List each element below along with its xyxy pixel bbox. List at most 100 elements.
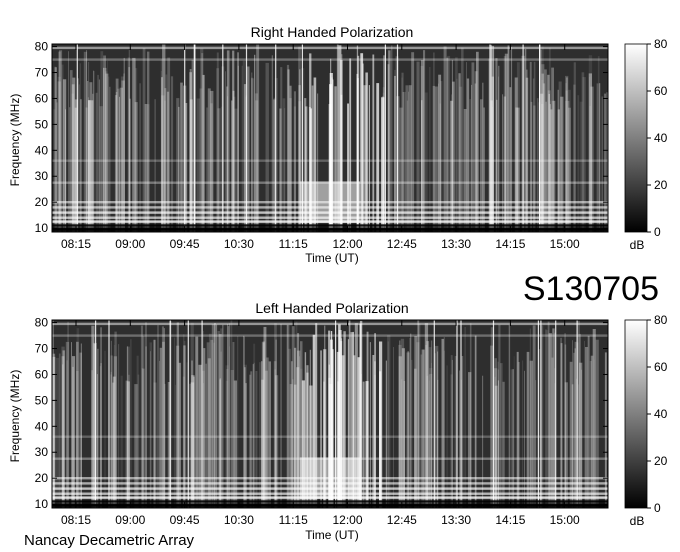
heatmap-burst-line bbox=[460, 320, 462, 508]
heatmap-streak bbox=[296, 367, 300, 508]
heatmap-streak bbox=[288, 348, 291, 508]
heatmap-streak bbox=[186, 362, 188, 508]
heatmap-streak bbox=[340, 94, 343, 232]
colorbar-tick-label: 20 bbox=[654, 454, 668, 468]
heatmap-streak bbox=[483, 107, 485, 232]
heatmap-streak bbox=[120, 375, 123, 508]
heatmap-streak bbox=[230, 320, 233, 508]
heatmap-streak bbox=[434, 86, 438, 232]
heatmap-band bbox=[52, 500, 608, 503]
heatmap-streak bbox=[297, 333, 300, 508]
heatmap-streak bbox=[253, 362, 255, 508]
heatmap-band bbox=[52, 58, 608, 61]
heatmap-streak bbox=[573, 62, 576, 232]
heatmap-streak bbox=[388, 50, 391, 232]
heatmap-streak bbox=[495, 58, 498, 232]
heatmap-streak bbox=[74, 99, 78, 233]
heatmap-streak bbox=[99, 106, 103, 232]
heatmap-streak bbox=[207, 88, 211, 233]
heatmap-streak bbox=[564, 382, 568, 508]
heatmap-streak bbox=[244, 367, 246, 508]
heatmap-streak bbox=[128, 67, 131, 232]
heatmap-streak bbox=[112, 382, 115, 508]
y-tick-label: 60 bbox=[35, 367, 49, 381]
heatmap-streak bbox=[403, 381, 406, 508]
heatmap-streak bbox=[243, 335, 245, 508]
heatmap-streak bbox=[244, 336, 245, 508]
heatmap-streak bbox=[237, 52, 239, 232]
colorbar-tick-label: 80 bbox=[654, 313, 668, 327]
heatmap-streak bbox=[592, 329, 596, 508]
heatmap-streak bbox=[329, 73, 333, 232]
heatmap-streak bbox=[85, 107, 88, 232]
heatmap-streak bbox=[401, 77, 403, 232]
heatmap-streak bbox=[251, 78, 254, 232]
heatmap-streak bbox=[339, 341, 343, 508]
heatmap-streak bbox=[463, 109, 467, 232]
heatmap-streak bbox=[214, 323, 216, 508]
colorbar-tick-label: 20 bbox=[654, 178, 668, 192]
heatmap-streak bbox=[242, 60, 246, 232]
heatmap-streak bbox=[320, 350, 322, 508]
heatmap-streak bbox=[365, 381, 369, 508]
heatmap-streak bbox=[372, 54, 375, 232]
heatmap-streak bbox=[209, 90, 213, 232]
heatmap-streak bbox=[217, 108, 221, 232]
heatmap-streak bbox=[298, 101, 302, 232]
colorbar-tick-label: 40 bbox=[654, 407, 668, 421]
heatmap-streak bbox=[79, 63, 81, 232]
heatmap-streak bbox=[58, 51, 61, 232]
heatmap-burst-line bbox=[384, 44, 386, 232]
heatmap-streak bbox=[547, 90, 551, 233]
heatmap-streak bbox=[234, 108, 238, 232]
heatmap-streak bbox=[72, 366, 74, 508]
heatmap-band bbox=[52, 334, 608, 337]
heatmap-streak bbox=[529, 328, 531, 508]
heatmap-streak bbox=[229, 323, 231, 508]
heatmap-streak bbox=[78, 84, 80, 233]
heatmap-streak bbox=[93, 343, 96, 508]
heatmap-streak bbox=[190, 382, 195, 508]
y-axis: 10 20 30 40 50 60 70 80 bbox=[35, 40, 608, 235]
colorbar-tick-label: 60 bbox=[654, 360, 668, 374]
heatmap-streak bbox=[387, 335, 391, 508]
heatmap-streak bbox=[343, 331, 346, 508]
heatmap-streak bbox=[220, 328, 223, 508]
heatmap-streak bbox=[604, 352, 607, 508]
heatmap-streak bbox=[126, 346, 130, 508]
heatmap-streak bbox=[411, 359, 413, 508]
x-axis: 08:15 09:00 09:45 10:30 11:15 12:00 12:45 13:30… bbox=[61, 44, 580, 251]
heatmap-streak bbox=[170, 76, 174, 232]
heatmap-streak bbox=[191, 375, 195, 508]
heatmap-streak bbox=[360, 53, 364, 233]
heatmap-streak bbox=[330, 58, 332, 233]
heatmap-streak bbox=[374, 333, 376, 508]
heatmap-streak bbox=[275, 375, 279, 508]
heatmap-burst-line bbox=[492, 320, 495, 508]
heatmap-streak bbox=[451, 59, 453, 233]
heatmap-streak bbox=[430, 340, 433, 508]
heatmap-burst-line bbox=[396, 44, 399, 232]
heatmap-streak bbox=[298, 85, 301, 232]
heatmap-streak bbox=[100, 363, 102, 508]
heatmap-streak bbox=[434, 353, 436, 508]
heatmap-streak bbox=[431, 362, 432, 508]
heatmap-streak bbox=[424, 92, 428, 232]
heatmap-streak bbox=[108, 76, 110, 232]
heatmap-streak bbox=[222, 324, 224, 508]
heatmap-streak bbox=[359, 323, 362, 508]
heatmap-streak bbox=[394, 69, 396, 233]
heatmap-streak bbox=[578, 384, 579, 508]
heatmap-streak bbox=[424, 323, 429, 508]
heatmap-streak bbox=[557, 109, 560, 232]
heatmap-streak bbox=[503, 96, 506, 232]
heatmap-streak bbox=[550, 100, 552, 232]
heatmap-streak bbox=[332, 349, 334, 508]
heatmap-streak bbox=[104, 71, 108, 232]
heatmap-streak bbox=[471, 62, 475, 233]
heatmap-streak bbox=[117, 88, 120, 232]
heatmap-streak bbox=[564, 101, 568, 232]
heatmap-streak bbox=[312, 334, 316, 508]
heatmap-streak bbox=[110, 355, 113, 508]
heatmap-streak bbox=[291, 326, 295, 508]
